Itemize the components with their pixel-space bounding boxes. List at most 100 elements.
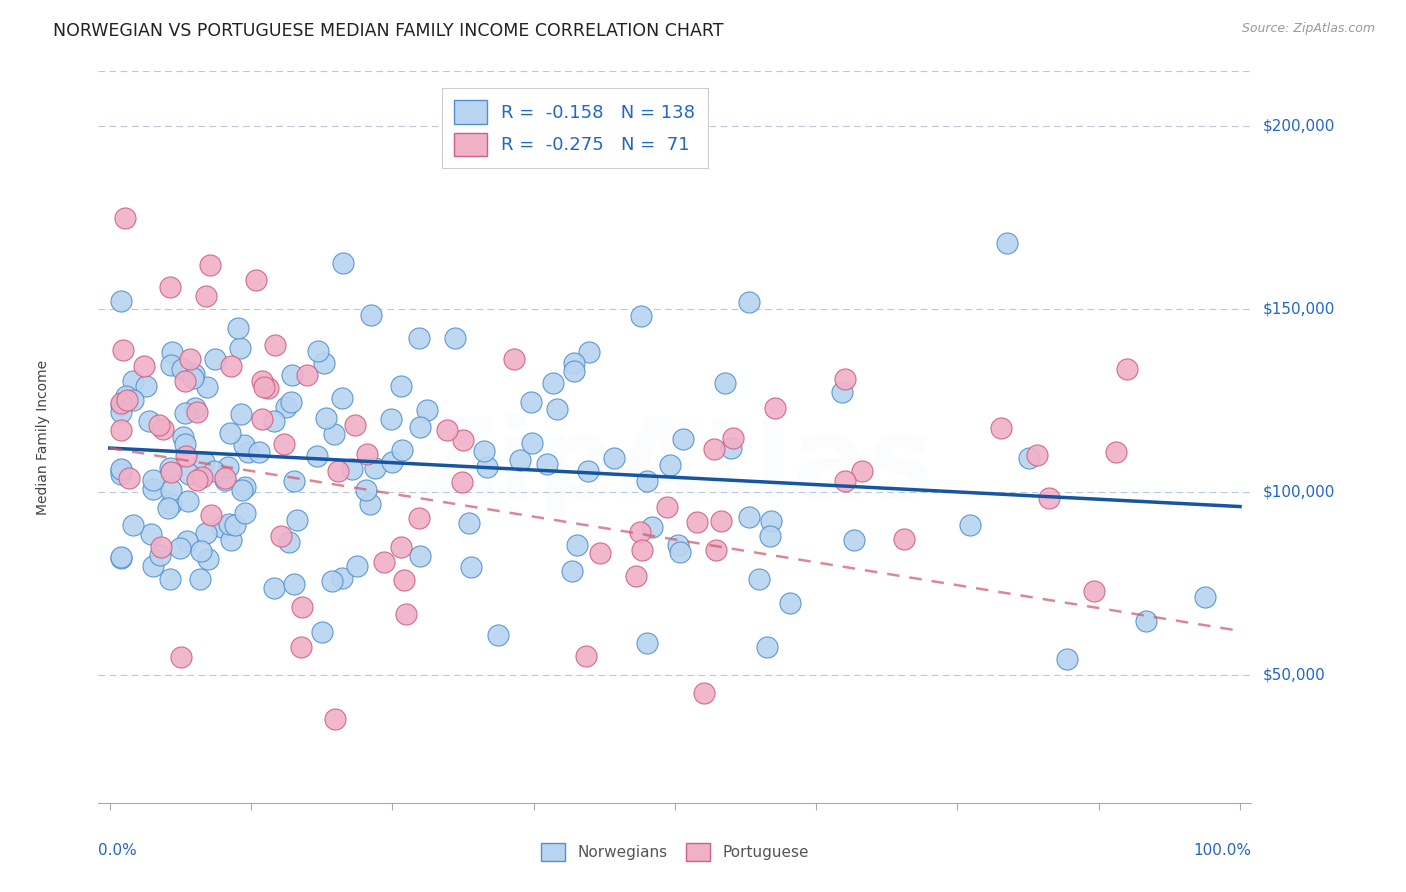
Point	[263, 581, 285, 595]
Point	[330, 571, 353, 585]
Point	[226, 321, 249, 335]
Point	[160, 497, 183, 511]
Point	[290, 640, 312, 654]
Point	[110, 550, 132, 565]
Point	[779, 597, 801, 611]
Point	[110, 467, 132, 482]
Point	[721, 431, 744, 445]
Point	[624, 569, 647, 583]
Point	[565, 538, 588, 552]
Point	[110, 462, 132, 476]
Point	[169, 541, 191, 555]
Point	[576, 464, 599, 478]
Point	[198, 258, 221, 272]
Point	[117, 393, 139, 408]
Point	[217, 460, 239, 475]
Point	[340, 461, 363, 475]
Point	[233, 438, 256, 452]
Point	[188, 572, 211, 586]
Point	[658, 458, 681, 472]
Point	[174, 374, 197, 388]
Point	[326, 464, 349, 478]
Point	[1105, 445, 1128, 459]
Legend: Norwegians, Portuguese: Norwegians, Portuguese	[533, 836, 817, 868]
Point	[315, 411, 337, 425]
Point	[831, 385, 853, 400]
Point	[641, 520, 664, 534]
Point	[159, 461, 181, 475]
Point	[713, 376, 735, 390]
Point	[738, 509, 761, 524]
Point	[229, 407, 252, 421]
Point	[238, 444, 260, 458]
Point	[472, 444, 495, 458]
Point	[520, 436, 543, 450]
Point	[344, 417, 367, 432]
Point	[636, 475, 658, 489]
Point	[233, 480, 256, 494]
Point	[173, 406, 195, 420]
Point	[135, 379, 157, 393]
Point	[693, 686, 716, 700]
Point	[391, 442, 413, 457]
Point	[110, 405, 132, 419]
Point	[321, 574, 343, 588]
Point	[323, 712, 346, 726]
Point	[159, 280, 181, 294]
Point	[307, 343, 329, 358]
Point	[174, 449, 197, 463]
Point	[219, 359, 242, 373]
Point	[630, 310, 652, 324]
Point	[186, 473, 208, 487]
Point	[408, 331, 430, 345]
Point	[706, 542, 728, 557]
Point	[834, 372, 856, 386]
Point	[408, 549, 430, 563]
Text: 100.0%: 100.0%	[1194, 843, 1251, 858]
Point	[204, 352, 226, 367]
Point	[373, 555, 395, 569]
Point	[181, 370, 204, 384]
Point	[160, 345, 183, 359]
Point	[636, 636, 658, 650]
Point	[277, 534, 299, 549]
Point	[195, 526, 218, 541]
Point	[152, 422, 174, 436]
Point	[666, 538, 689, 552]
Point	[1026, 448, 1049, 462]
Point	[720, 442, 742, 456]
Point	[578, 344, 600, 359]
Text: Source: ZipAtlas.com: Source: ZipAtlas.com	[1241, 22, 1375, 36]
Point	[363, 460, 385, 475]
Point	[509, 452, 531, 467]
Point	[157, 501, 180, 516]
Point	[710, 514, 733, 528]
Point	[283, 474, 305, 488]
Point	[179, 467, 201, 481]
Point	[381, 455, 404, 469]
Point	[541, 376, 564, 391]
Point	[330, 391, 353, 405]
Point	[190, 543, 212, 558]
Point	[458, 516, 481, 531]
Point	[214, 471, 236, 485]
Point	[475, 459, 498, 474]
Point	[460, 560, 482, 574]
Point	[756, 640, 779, 655]
Point	[264, 337, 287, 351]
Point	[122, 392, 145, 407]
Point	[247, 445, 270, 459]
Point	[197, 551, 219, 566]
Point	[1018, 451, 1040, 466]
Point	[444, 331, 467, 345]
Point	[159, 573, 181, 587]
Text: $150,000: $150,000	[1263, 301, 1334, 317]
Point	[1194, 590, 1216, 604]
Point	[409, 420, 432, 434]
Point	[307, 449, 329, 463]
Point	[631, 543, 654, 558]
Point	[280, 395, 302, 409]
Point	[354, 483, 377, 497]
Point	[193, 455, 215, 469]
Point	[177, 494, 200, 508]
